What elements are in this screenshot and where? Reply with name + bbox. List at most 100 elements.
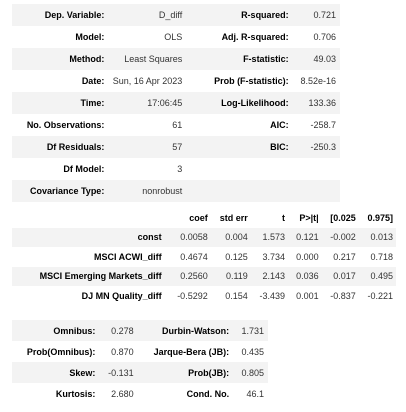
coef-variable-name: const	[12, 227, 168, 247]
summary-label	[186, 158, 292, 180]
coef-variable-name: MSCI Emerging Markets_diff	[12, 266, 168, 286]
diagnostic-label: Prob(Omnibus):	[26, 346, 96, 357]
diagnostic-row: Omnibus: 0.278 Durbin-Watson: 1.731	[12, 320, 268, 341]
summary-value: 0.721	[292, 4, 340, 26]
diagnostic-row: Prob(Omnibus): 0.870 Jarque-Bera (JB): 0.43…	[12, 341, 268, 362]
summary-label: F-statistic:	[186, 48, 293, 70]
diagnostic-value: 0.870	[111, 346, 134, 357]
coef-cell: 0.495	[358, 266, 396, 286]
summary-label: R-squared:	[186, 4, 293, 26]
diagnostic-row: Kurtosis: 2.680 Cond. No. 46.1	[12, 383, 268, 404]
summary-value: 8.52e-16	[300, 76, 336, 86]
coef-cell: 0.217	[333, 251, 356, 262]
coef-cell: 0.4674	[180, 251, 208, 262]
summary-label: BIC:	[186, 136, 293, 158]
coef-column-header: P>|t|	[299, 212, 319, 223]
coef-cell: 0.0058	[167, 227, 211, 247]
summary-value: 133.36	[292, 92, 340, 114]
diagnostic-label: Durbin-Watson:	[137, 320, 234, 341]
summary-value: 17:06:45	[108, 92, 187, 114]
summary-label: Df Model:	[63, 164, 105, 174]
coef-cell: 0.000	[296, 251, 319, 262]
diagnostic-label: Prob(JB):	[137, 362, 234, 383]
coef-row: MSCI ACWI_diff 0.4674 0.125 3.734 0.000 0.217…	[12, 247, 396, 267]
summary-label: Covariance Type:	[12, 180, 109, 202]
coef-variable-name: DJ MN Quality_diff	[81, 290, 162, 301]
summary-row: Df Residuals: 57 BIC: -250.3	[12, 136, 340, 158]
summary-row: Dep. Variable: D_diff R-squared: 0.721	[12, 4, 340, 26]
summary-value: 57	[108, 136, 187, 158]
summary-value: Sun, 16 Apr 2023	[112, 76, 183, 86]
summary-row: Date: Sun, 16 Apr 2023 Prob (F-statistic):…	[12, 70, 340, 92]
coefficient-table: coef std err t P>|t| [0.025 0.975] const 0.005…	[12, 208, 396, 306]
coef-row: MSCI Emerging Markets_diff 0.2560 0.119 2.1…	[12, 266, 396, 286]
coef-cell: 0.004	[210, 227, 251, 247]
coef-column-header: coef	[189, 212, 208, 223]
summary-row: Covariance Type: nonrobust	[12, 180, 340, 202]
coef-row: const 0.0058 0.004 1.573 0.121 -0.002 0.013	[12, 227, 396, 247]
coef-cell: 0.017	[321, 266, 359, 286]
summary-row: Method: Least Squares F-statistic: 49.03	[12, 48, 340, 70]
summary-row: No. Observations: 61 AIC: -258.7	[12, 114, 340, 136]
summary-label: Date:	[81, 76, 105, 86]
summary-value: 61	[172, 120, 183, 130]
diagnostic-label: Kurtosis:	[55, 388, 96, 399]
coef-column-header: 0.975]	[367, 212, 393, 223]
summary-label: No. Observations:	[26, 120, 105, 130]
summary-value: 3	[177, 164, 183, 174]
summary-label: AIC:	[270, 120, 289, 130]
summary-label: Model:	[75, 32, 105, 42]
coef-cell: 0.125	[225, 251, 248, 262]
summary-label: Df Residuals:	[12, 136, 109, 158]
coef-column-header: t	[281, 212, 285, 223]
coefficient-header-row: coef std err t P>|t| [0.025 0.975]	[12, 208, 396, 228]
summary-label: Log-Likelihood:	[186, 92, 293, 114]
summary-label: Method:	[12, 48, 109, 70]
summary-row: Model: OLS Adj. R-squared: 0.706	[12, 26, 340, 48]
summary-value: 49.03	[292, 48, 340, 70]
diagnostic-value: 0.278	[99, 320, 138, 341]
diagnostic-value: 46.1	[246, 388, 264, 399]
summary-label: Adj. R-squared:	[221, 32, 289, 42]
coef-cell: 3.734	[262, 251, 285, 262]
summary-value: 0.706	[313, 32, 336, 42]
summary-value	[292, 180, 340, 202]
diagnostic-label: Jarque-Bera (JB):	[153, 346, 230, 357]
coef-cell: 1.573	[250, 227, 288, 247]
coef-cell: 0.119	[210, 266, 251, 286]
summary-label	[186, 180, 293, 202]
coef-cell: -3.439	[259, 290, 285, 301]
coef-cell: 0.121	[287, 227, 322, 247]
model-summary-table: Dep. Variable: D_diff R-squared: 0.721 Model…	[12, 4, 340, 202]
diagnostic-value: 0.435	[241, 346, 264, 357]
diagnostic-value: 1.731	[233, 320, 268, 341]
coef-cell: 2.143	[250, 266, 288, 286]
diagnostics-table: Omnibus: 0.278 Durbin-Watson: 1.731 Prob(Omn…	[12, 320, 268, 404]
summary-row: Time: 17:06:45 Log-Likelihood: 133.36	[12, 92, 340, 114]
summary-label: Time:	[12, 92, 109, 114]
coef-cell: -0.5292	[177, 290, 208, 301]
diagnostic-label: Omnibus:	[12, 320, 100, 341]
coef-cell: -0.221	[367, 290, 393, 301]
coef-cell: 0.036	[287, 266, 322, 286]
coef-cell: -0.837	[330, 290, 356, 301]
coef-variable-name: MSCI ACWI_diff	[93, 251, 162, 262]
summary-label: Prob (F-statistic):	[214, 76, 289, 86]
coef-cell: 0.2560	[167, 266, 211, 286]
coef-row: DJ MN Quality_diff -0.5292 0.154 -3.439 0.00…	[12, 286, 396, 306]
diagnostic-label: Cond. No.	[186, 388, 230, 399]
coef-column-header: std err	[219, 212, 248, 223]
coef-column-header	[12, 208, 168, 228]
summary-value: D_diff	[108, 4, 187, 26]
coef-cell: -0.002	[321, 227, 359, 247]
coef-cell: 0.154	[225, 290, 248, 301]
summary-value: -258.7	[310, 120, 336, 130]
coef-cell: 0.718	[370, 251, 393, 262]
summary-value: Least Squares	[108, 48, 187, 70]
summary-row: Df Model: 3	[12, 158, 340, 180]
summary-value: -250.3	[292, 136, 340, 158]
diagnostic-value: -0.131	[99, 362, 138, 383]
diagnostic-value: 2.680	[111, 388, 134, 399]
diagnostic-label: Skew:	[12, 362, 100, 383]
coef-column-header: [0.025	[330, 212, 356, 223]
